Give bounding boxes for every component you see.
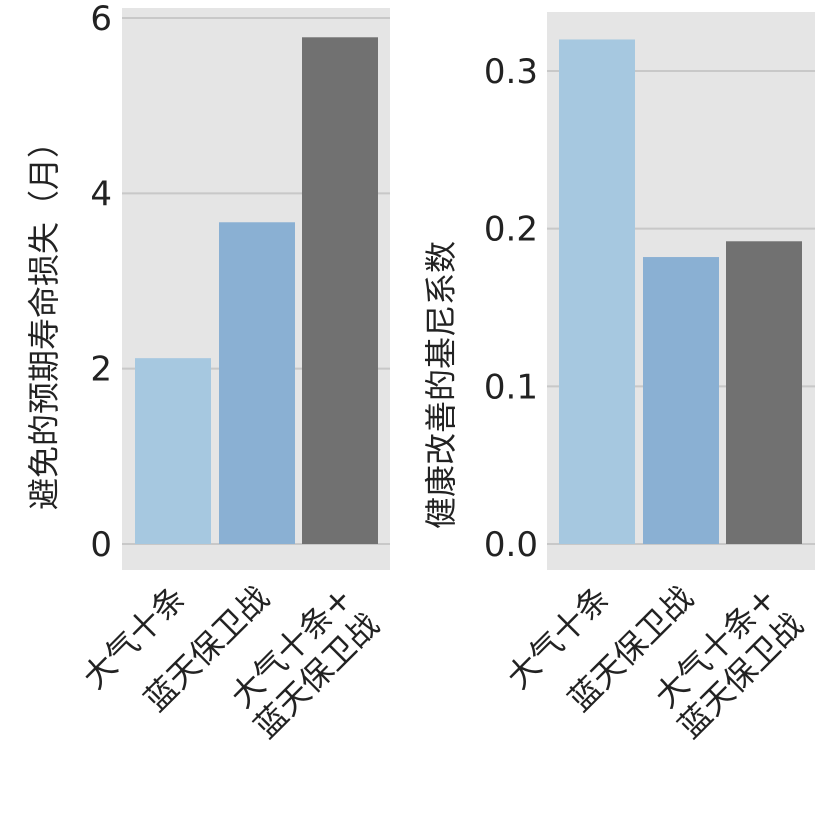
y-tick-label: 2 xyxy=(90,350,112,390)
y-tick-label: 4 xyxy=(90,174,112,214)
y-axis-label: 健康改善的基尼系数 xyxy=(422,241,460,529)
y-tick-label: 6 xyxy=(90,0,112,39)
y-tick-label: 0 xyxy=(90,525,112,565)
y-axis-label: 避免的预期寿命损失（月） xyxy=(25,126,63,510)
y-tick-label: 0.3 xyxy=(484,52,538,92)
bar-3 xyxy=(302,37,378,544)
bar-1 xyxy=(559,39,635,544)
y-tick-label: 0.2 xyxy=(484,210,538,250)
bar-2 xyxy=(219,222,295,544)
bar-1 xyxy=(135,358,211,544)
y-tick-label: 0.0 xyxy=(484,525,538,565)
bar-2 xyxy=(643,257,719,544)
bar-3 xyxy=(726,241,802,544)
y-tick-label: 0.1 xyxy=(484,367,538,407)
